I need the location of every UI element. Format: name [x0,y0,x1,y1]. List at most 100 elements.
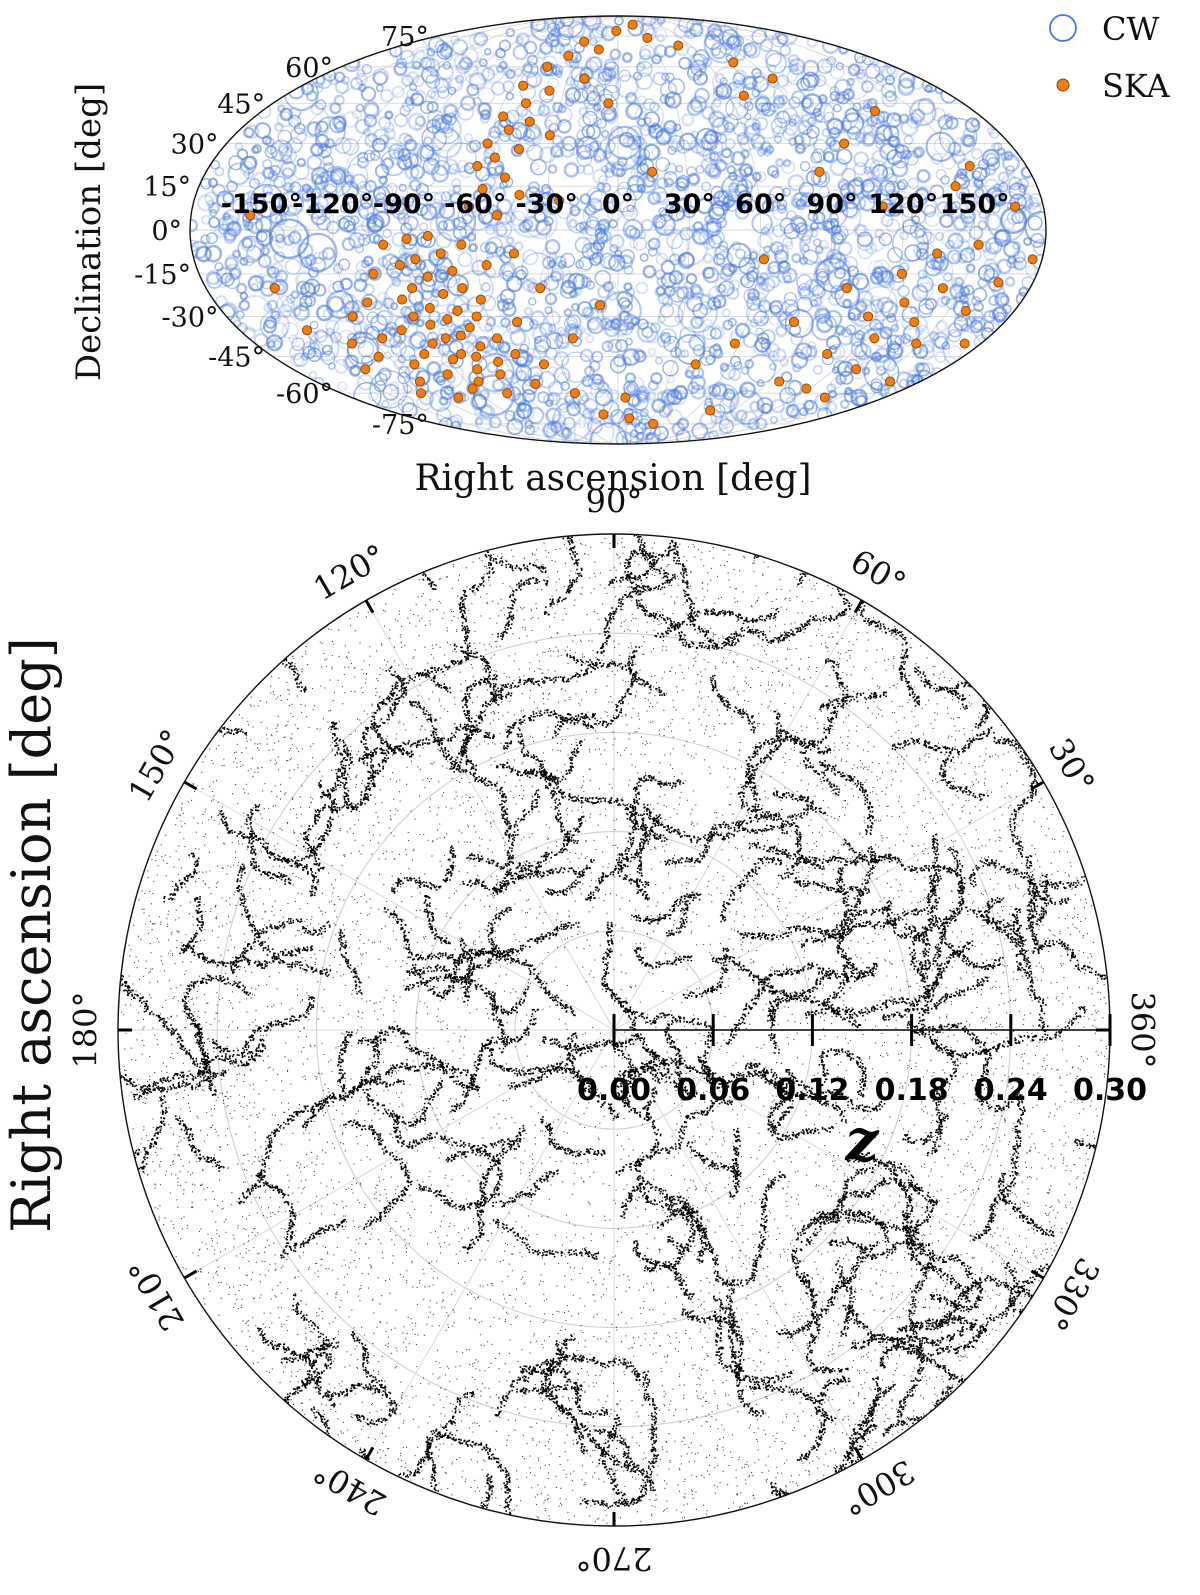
galaxy-point [1014,674,1016,676]
cw-point [607,125,642,161]
cw-point [834,267,846,280]
galaxy-point [968,793,971,796]
galaxy-point [751,787,754,789]
cw-point [792,363,802,373]
cw-point [664,91,682,109]
cw-point [923,204,937,218]
galaxy-point [487,682,489,684]
cw-point [513,241,524,252]
galaxy-point [807,1241,810,1243]
galaxy-point [959,789,962,791]
galaxy-point [827,977,829,979]
cw-point [618,254,634,270]
cw-point [420,203,438,221]
galaxy-point [772,1125,774,1128]
cw-point [592,103,602,112]
cw-point [863,166,872,175]
galaxy-point [801,944,804,947]
galaxy-point [1034,704,1037,706]
cw-point [853,176,864,187]
galaxy-point [1034,687,1037,689]
cw-point [431,114,462,145]
galaxy-point [621,1497,623,1500]
galaxy-point [674,575,676,578]
cw-point [280,160,297,178]
cw-point [642,175,656,188]
ska-point [360,364,371,375]
cw-point [331,170,344,182]
cw-point [751,212,773,234]
cw-point [252,171,267,186]
cw-point [715,191,732,208]
ska-point [535,283,546,294]
galaxy-point [878,1185,880,1187]
cw-point [702,326,717,340]
galaxy-point [528,866,531,868]
cw-point [555,149,565,158]
galaxy-point [1011,672,1014,675]
cw-point [236,148,249,160]
cw-point [383,203,392,212]
cw-point [313,195,329,212]
cw-point [724,138,736,150]
cw-point [253,332,269,348]
cw-point [290,127,307,144]
cw-point [272,340,282,349]
galaxy-point [1034,700,1036,702]
cw-point [816,315,834,333]
galaxy-point [704,1067,706,1069]
cw-point [676,286,695,304]
galaxy-point [185,1132,187,1135]
cw-point [584,432,594,443]
ska-point [642,32,653,43]
cw-point [293,352,308,367]
galaxy-point [614,1479,616,1482]
galaxy-point [499,1020,502,1023]
cw-point [746,295,762,311]
cw-point [327,295,345,313]
galaxy-point [1021,674,1023,676]
galaxy-point [800,740,802,742]
cw-point [775,310,787,322]
galaxy-point [760,1074,762,1077]
galaxy-point [603,1446,605,1449]
cw-point [720,364,736,381]
cw-point [623,380,639,396]
galaxy-point [497,1020,499,1023]
galaxy-point [735,1024,737,1026]
x-tick-label: 60° [735,189,786,220]
galaxy-point [865,829,867,831]
cw-point [652,214,667,229]
galaxy-point [496,1016,498,1019]
cw-point [264,145,278,159]
cw-point [954,276,965,287]
galaxy-point [657,1227,659,1229]
cw-point [847,126,862,141]
cw-point [818,239,829,250]
ska-point [410,254,421,265]
galaxy-point [827,748,829,751]
galaxy-point [823,764,826,767]
cw-point [643,98,656,111]
cw-point [711,116,730,135]
galaxy-point [202,922,204,925]
galaxy-point [1032,709,1034,712]
cw-point [782,107,798,123]
cw-point [812,364,823,375]
galaxy-point [610,618,613,620]
cw-point [811,148,826,163]
cw-point [777,94,789,106]
cw-point [455,74,465,84]
cw-point [622,218,644,240]
cw-point [672,384,689,401]
cw-point [451,109,461,120]
cw-point [446,142,477,173]
cw-point [584,203,597,216]
cw-point [521,388,536,403]
galaxy-point [1024,715,1027,717]
galaxy-point [609,1473,611,1476]
galaxy-point [987,696,989,699]
galaxy-point [881,907,884,909]
cw-point [716,283,727,294]
cw-point [789,113,801,125]
